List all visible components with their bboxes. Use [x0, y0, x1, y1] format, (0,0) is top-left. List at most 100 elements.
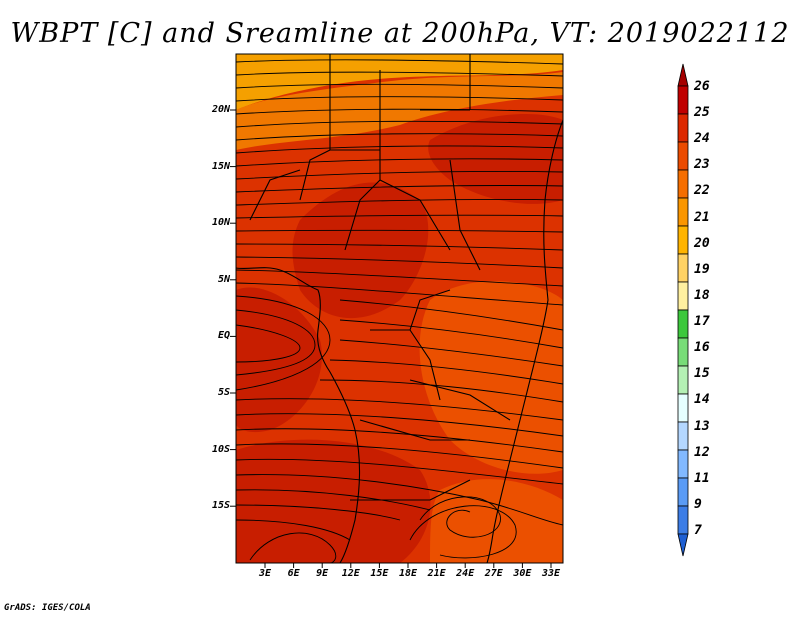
border	[350, 479, 471, 501]
field-deep-south	[236, 439, 431, 563]
lon-tick-label: 3E	[258, 568, 272, 579]
streamline	[236, 108, 563, 115]
lat-tick-label: 5S	[217, 387, 230, 398]
streamline	[236, 71, 563, 77]
lon-tick-label: 18E	[398, 568, 418, 579]
streamline	[236, 158, 563, 167]
streamline	[236, 309, 316, 376]
streamline	[236, 199, 563, 206]
colorbar-segment	[677, 393, 689, 423]
colorbar-label: 24	[694, 131, 710, 147]
lat-tick-label: 5N	[217, 273, 230, 285]
streamline	[236, 59, 563, 65]
border	[409, 289, 451, 331]
streamline	[329, 359, 563, 385]
streamline	[236, 214, 563, 219]
colorbar-segment	[677, 85, 689, 115]
colorbar-segment	[677, 477, 689, 507]
streamline	[236, 428, 563, 453]
lon-tick-label: 6E	[287, 568, 300, 579]
lon-tick-label: 12E	[341, 568, 360, 579]
streamline	[236, 120, 563, 128]
colorbar-segment	[677, 169, 689, 199]
colorbar	[677, 63, 689, 557]
lon-tick-label: 21E	[427, 568, 446, 579]
border	[299, 149, 331, 201]
credit-text: GrADS: IGES/COLA	[4, 603, 91, 613]
colorbar-segment	[677, 141, 689, 171]
wbpt-field	[236, 54, 563, 563]
field-light-southeast	[430, 479, 563, 563]
chart-title: WBPT [C] and Sreamline at 200hPa, VT: 20…	[10, 18, 790, 49]
streamline	[236, 458, 563, 485]
lat-tick-label: 10N	[211, 217, 230, 229]
streamlines	[236, 59, 563, 563]
streamline	[236, 133, 563, 141]
colorbar-label: 7	[694, 523, 702, 538]
lon-tick-label: 30E	[513, 568, 532, 579]
colorbar-label: 26	[694, 79, 710, 94]
colorbar-label: 14	[694, 392, 710, 408]
streamline	[236, 519, 351, 541]
streamline	[236, 282, 563, 306]
lat-tick-label: EQ	[217, 330, 230, 342]
colorbar-label: 13	[694, 418, 710, 434]
lat-tick-label: 20N	[211, 104, 230, 115]
colorbar-segment	[677, 225, 689, 255]
border	[409, 379, 511, 421]
colorbar-label: 23	[694, 157, 710, 173]
field-light-east	[419, 281, 563, 474]
field-pale-north	[236, 54, 563, 110]
colorbar-segment	[677, 281, 689, 311]
streamline	[236, 413, 563, 437]
lon-tick-label: 15E	[370, 568, 389, 579]
border	[249, 169, 301, 221]
colorbar-label: 22	[694, 183, 710, 199]
streamline	[339, 319, 563, 349]
streamline	[236, 269, 563, 287]
streamline	[236, 243, 563, 251]
lat-tick-label: 15N	[211, 160, 230, 172]
streamline	[236, 145, 563, 154]
colorbar-label: 15	[694, 366, 710, 382]
border	[359, 419, 470, 441]
streamline	[236, 474, 563, 526]
lon-tick-label: 33E	[541, 568, 561, 579]
streamline	[236, 489, 431, 511]
colorbar-segment	[677, 505, 689, 535]
streamline	[236, 83, 563, 89]
colorbar-segment	[677, 449, 689, 479]
lon-tick-label: 24E	[456, 568, 475, 579]
colorbar-label: 20	[694, 235, 710, 251]
colorbar-segment	[677, 365, 689, 395]
streamline	[319, 379, 563, 403]
colorbar-bottom-arrow	[677, 533, 689, 557]
field-deep-west	[236, 287, 322, 433]
streamline	[339, 339, 563, 367]
streamline	[409, 505, 517, 559]
colorbar-label: 12	[694, 444, 710, 460]
colorbar-segment	[677, 253, 689, 283]
colorbar-label: 17	[694, 314, 710, 330]
border	[379, 179, 451, 251]
colorbar-segment	[677, 197, 689, 227]
colorbar-label: 25	[694, 105, 710, 121]
colorbar-label: 19	[694, 261, 710, 277]
field-orange-north	[236, 72, 563, 150]
colorbar-segment	[677, 113, 689, 143]
colorbar-label: 18	[694, 287, 710, 303]
streamline	[339, 299, 563, 331]
streamline	[236, 324, 301, 363]
streamline	[236, 295, 331, 391]
border	[344, 70, 381, 251]
streamline	[236, 504, 401, 521]
colorbar-segment	[677, 421, 689, 451]
map-frame	[235, 53, 564, 564]
lon-tick-label: 9E	[316, 568, 329, 579]
streamline	[236, 171, 563, 180]
lon-tick-label: 27E	[484, 568, 503, 579]
lat-ticks	[230, 109, 236, 507]
coastline	[236, 267, 361, 563]
streamline	[236, 256, 563, 269]
